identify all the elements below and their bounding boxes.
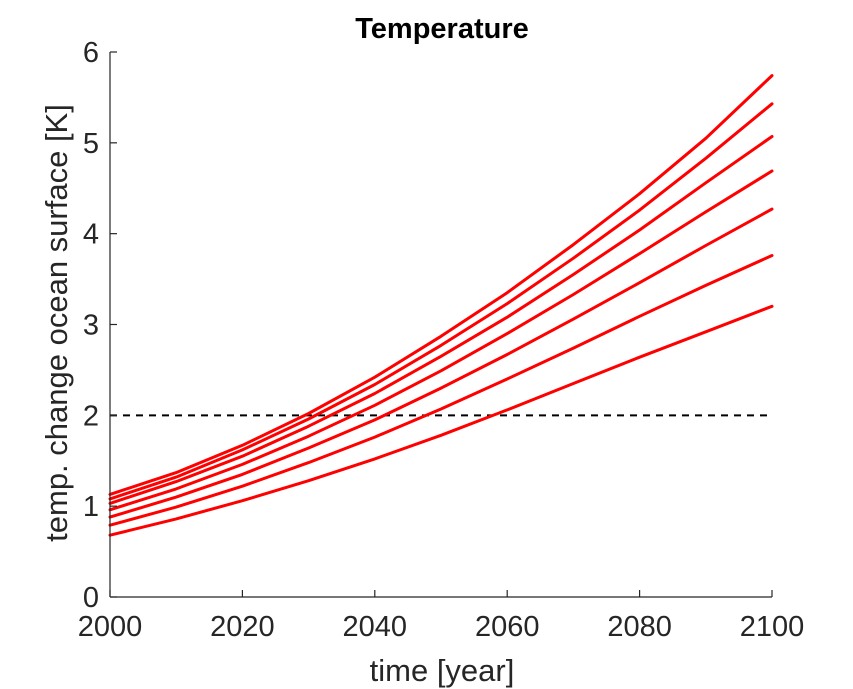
x-tick-label-2040: 2040 (343, 611, 408, 643)
axes-layer: 2000 2020 2040 2060 2080 2100 0 1 2 3 4 5 6 (78, 37, 805, 643)
y-tick-label-6: 6 (83, 37, 99, 69)
x-tick-label-2080: 2080 (607, 611, 672, 643)
x-tick-label-2060: 2060 (475, 611, 540, 643)
series-line-3 (108, 135, 774, 505)
x-tick-label-2000: 2000 (78, 611, 143, 643)
x-tick-label-2100: 2100 (740, 611, 805, 643)
x-tick-label-2020: 2020 (210, 611, 275, 643)
y-tick-label-0: 0 (83, 582, 99, 614)
series-line-5 (108, 207, 774, 519)
y-axis-label: temp. change ocean surface [K] (39, 104, 74, 542)
y-tick-label-2: 2 (83, 400, 99, 432)
series-line-6 (108, 254, 774, 527)
series-line-1 (108, 74, 774, 496)
y-tick-label-5: 5 (83, 128, 99, 160)
y-tick-label-3: 3 (83, 310, 99, 342)
y-tick-label-1: 1 (83, 491, 99, 523)
x-axis-label: time [year] (370, 653, 515, 688)
chart-title: Temperature (355, 13, 529, 45)
series-layer (108, 74, 774, 537)
y-tick-label-4: 4 (83, 219, 99, 251)
series-line-4 (108, 169, 774, 512)
series-line-2 (108, 102, 774, 501)
series-line-7 (108, 304, 774, 537)
